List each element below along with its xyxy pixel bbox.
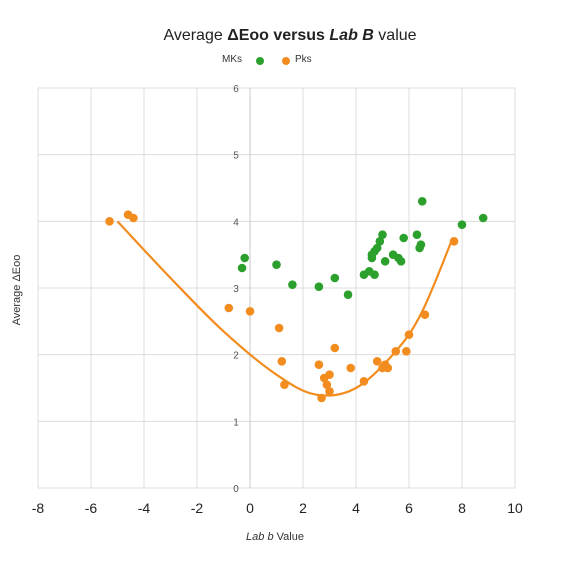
x-tick-label: -8 bbox=[32, 500, 45, 516]
plot-area: -8 -6 -4 -2 0 2 4 6 8 10 0 1 2 3 4 5 6 bbox=[32, 84, 523, 516]
x-tick-label: 6 bbox=[405, 500, 413, 516]
legend: MKs Pks bbox=[222, 54, 312, 65]
data-point-mks bbox=[396, 257, 406, 266]
data-point-pks bbox=[317, 393, 326, 403]
x-tick-label: 4 bbox=[352, 500, 360, 516]
data-point-pks bbox=[330, 343, 340, 353]
data-point-pks bbox=[449, 237, 459, 246]
data-point-pks bbox=[346, 363, 356, 373]
data-point-pks bbox=[274, 323, 284, 333]
trendline-pks bbox=[116, 220, 454, 397]
data-point-pks bbox=[277, 357, 287, 366]
data-point-pks bbox=[325, 370, 334, 379]
legend-label-mks: MKs bbox=[222, 54, 242, 65]
data-point-pks bbox=[404, 330, 414, 339]
data-point-pks bbox=[325, 387, 334, 396]
data-point-mks bbox=[372, 243, 382, 253]
data-point-mks bbox=[370, 270, 379, 279]
data-point-pks bbox=[359, 377, 369, 386]
data-point-mks bbox=[367, 250, 377, 259]
y-tick-label: 0 bbox=[233, 484, 239, 495]
x-tick-label: 8 bbox=[458, 500, 466, 516]
data-point-pks bbox=[105, 217, 114, 226]
y-tick-label: 4 bbox=[233, 217, 239, 228]
data-point-mks bbox=[288, 280, 297, 289]
data-point-mks bbox=[478, 213, 488, 223]
chart-title: Average ΔEoo versus Lab B value bbox=[163, 27, 416, 44]
x-tick-label: -6 bbox=[85, 500, 98, 516]
y-tick-label: 3 bbox=[233, 284, 239, 295]
legend-marker-pks bbox=[282, 57, 290, 65]
data-point-mks bbox=[237, 263, 247, 273]
data-point-pks bbox=[383, 363, 393, 373]
x-tick-label: -4 bbox=[138, 500, 151, 516]
data-point-mks bbox=[412, 230, 422, 239]
data-point-mks bbox=[457, 220, 467, 229]
data-point-pks bbox=[420, 310, 430, 319]
y-tick-label: 5 bbox=[233, 151, 239, 162]
x-tick-label: -2 bbox=[191, 500, 204, 516]
data-point-mks bbox=[378, 230, 387, 239]
data-point-pks bbox=[280, 380, 289, 389]
data-point-pks bbox=[245, 307, 255, 316]
data-point-pks bbox=[322, 380, 332, 389]
data-point-mks bbox=[240, 253, 249, 263]
x-tick-label: 2 bbox=[299, 500, 307, 516]
y-tick-label: 6 bbox=[233, 84, 239, 95]
data-point-mks bbox=[272, 260, 281, 269]
data-point-mks bbox=[399, 233, 409, 243]
data-point-pks bbox=[224, 303, 234, 313]
data-point-pks bbox=[129, 213, 138, 223]
data-point-mks bbox=[314, 282, 324, 291]
legend-marker-mks bbox=[256, 57, 264, 65]
data-point-mks bbox=[380, 257, 390, 266]
data-point-mks bbox=[343, 290, 353, 299]
data-point-pks bbox=[402, 347, 411, 356]
data-point-mks bbox=[330, 273, 340, 283]
data-point-mks bbox=[416, 240, 426, 249]
data-point-pks bbox=[372, 357, 382, 366]
legend-label-pks: Pks bbox=[295, 54, 312, 65]
y-tick-label: 2 bbox=[233, 351, 239, 362]
y-axis-label: Average ΔEoo bbox=[11, 255, 23, 326]
data-point-mks bbox=[417, 197, 427, 206]
data-point-mks bbox=[375, 237, 385, 246]
x-tick-label: 10 bbox=[507, 500, 523, 516]
x-tick-label: 0 bbox=[246, 500, 254, 516]
x-axis-label: Lab b Value bbox=[246, 531, 304, 543]
data-point-pks bbox=[391, 347, 401, 356]
data-point-pks bbox=[314, 360, 324, 369]
y-tick-label: 1 bbox=[233, 417, 239, 428]
